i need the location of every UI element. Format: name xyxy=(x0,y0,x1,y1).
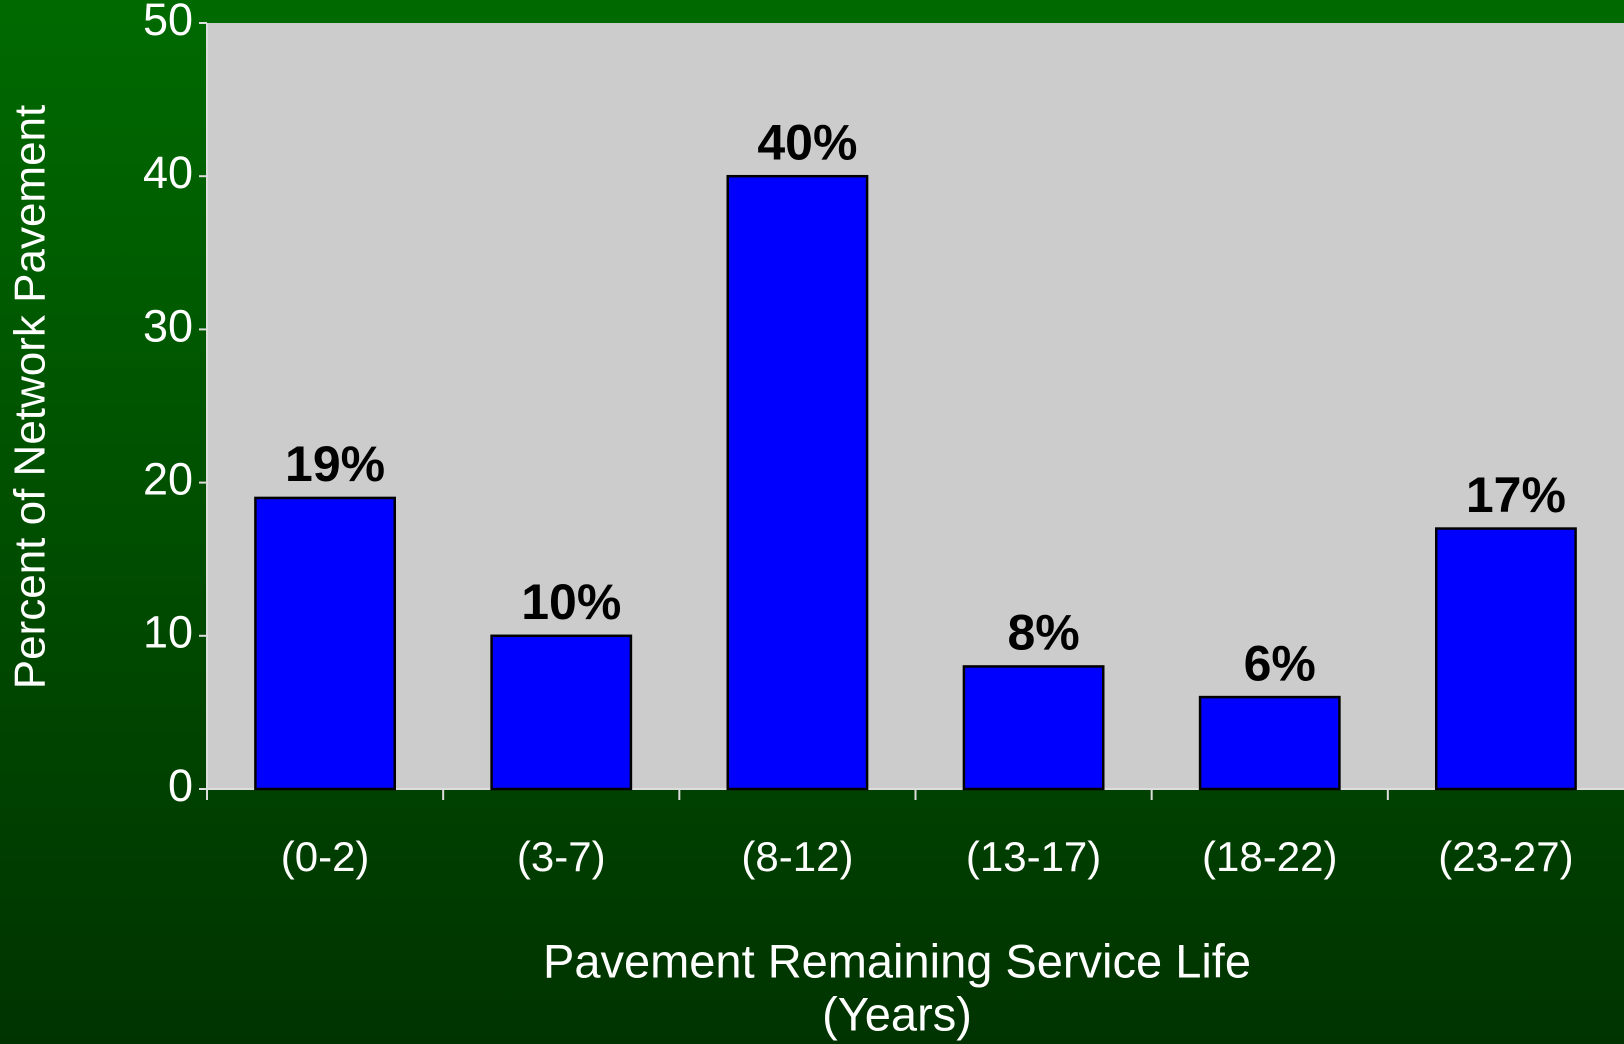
y-tick-label: 20 xyxy=(143,453,193,504)
bar xyxy=(726,174,869,791)
data-label: 19% xyxy=(285,436,385,492)
data-label: 10% xyxy=(521,574,621,630)
y-tick-label: 0 xyxy=(168,760,193,811)
x-tick-label: (23-27) xyxy=(1438,833,1573,880)
data-label: 8% xyxy=(1007,605,1079,661)
x-tick-label: (8-12) xyxy=(741,833,853,880)
bar xyxy=(1434,527,1577,791)
x-axis-label: (Years) xyxy=(822,987,972,1040)
x-tick-label: (0-2) xyxy=(281,833,370,880)
y-axis-label: Percent of Network Pavement xyxy=(6,105,55,689)
plot-area xyxy=(207,23,1624,789)
y-tick-label: 10 xyxy=(143,607,193,658)
y-tick-label: 30 xyxy=(143,300,193,351)
bar xyxy=(962,665,1105,791)
y-tick-label: 50 xyxy=(143,0,193,45)
x-tick-label: (3-7) xyxy=(517,833,606,880)
x-axis-label: Pavement Remaining Service Life xyxy=(543,934,1251,987)
data-label: 17% xyxy=(1466,467,1566,523)
data-label: 40% xyxy=(757,114,857,170)
bar xyxy=(254,496,397,791)
data-label: 6% xyxy=(1244,635,1316,691)
x-tick-label: (13-17) xyxy=(966,833,1101,880)
bar xyxy=(490,634,633,791)
x-tick-label: (18-22) xyxy=(1202,833,1337,880)
bar xyxy=(1198,695,1341,791)
y-tick-label: 40 xyxy=(143,147,193,198)
